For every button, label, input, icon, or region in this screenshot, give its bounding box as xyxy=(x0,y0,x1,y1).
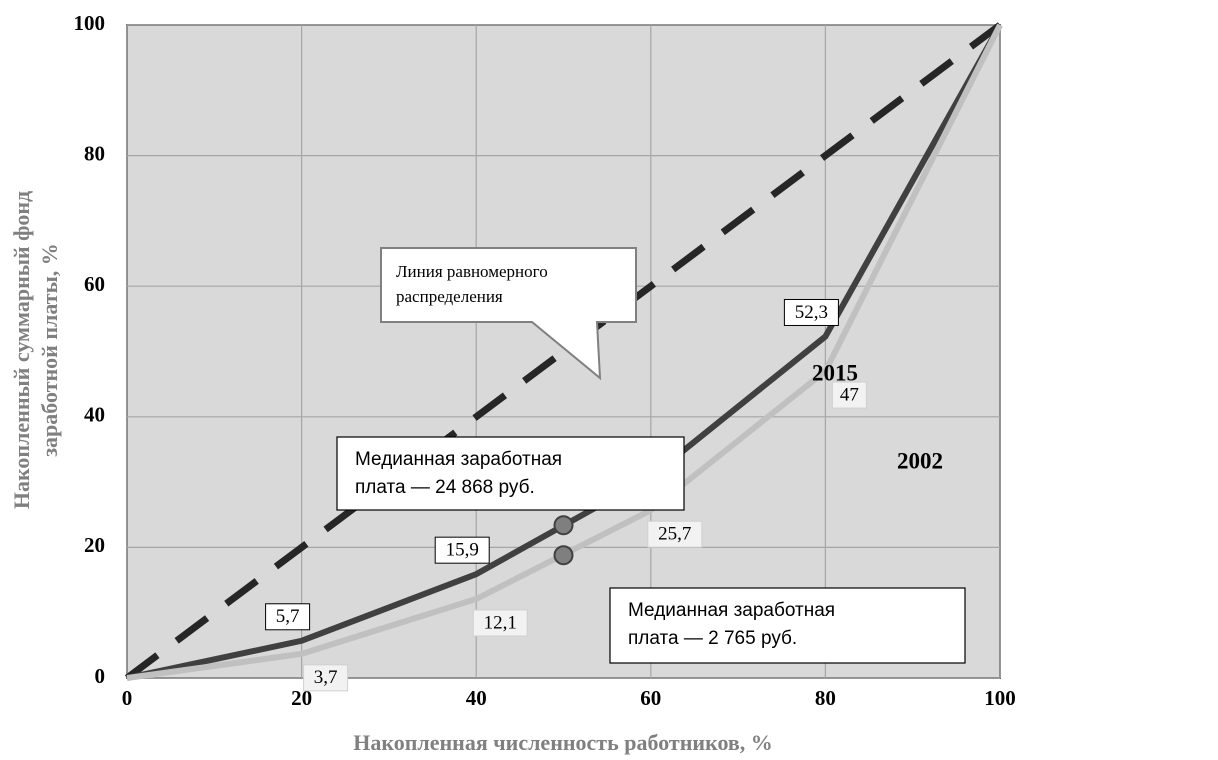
callout: Линия равномерного распределения xyxy=(380,247,637,381)
y-tick-label: 80 xyxy=(84,141,105,165)
value-label-box xyxy=(472,609,528,637)
value-label-box xyxy=(265,603,311,631)
median-marker xyxy=(553,545,574,566)
value-label-box xyxy=(647,520,703,548)
value-label-box xyxy=(783,298,839,326)
x-axis-title: Накопленная численность работников, % xyxy=(353,730,773,755)
annotation-box xyxy=(336,436,685,511)
annotation-text: Медианная заработная xyxy=(355,449,562,470)
value-label-box xyxy=(831,381,867,409)
series-label: 2015 xyxy=(812,360,858,385)
value-label: 15,9 xyxy=(446,540,479,561)
plot-area xyxy=(126,24,1001,679)
y-tick-label: 60 xyxy=(84,272,105,296)
value-label: 25,7 xyxy=(658,524,691,545)
median-marker xyxy=(553,515,574,536)
x-tick-label: 60 xyxy=(640,686,661,710)
series-label: 2002 xyxy=(897,448,943,473)
value-label: 3,7 xyxy=(314,667,338,688)
value-label: 47 xyxy=(840,384,859,405)
x-tick-label: 0 xyxy=(122,686,133,710)
y-axis-title: заработной платы, % xyxy=(37,243,62,457)
x-tick-label: 40 xyxy=(466,686,487,710)
value-label: 5,7 xyxy=(276,606,300,627)
annotation-text: Медианная заработная xyxy=(628,600,835,621)
annotation-box xyxy=(609,587,966,664)
annotation-text: плата — 2 765 руб. xyxy=(628,628,797,649)
y-tick-label: 40 xyxy=(84,403,105,427)
callout-box xyxy=(380,247,637,381)
value-label: 52,3 xyxy=(795,302,828,323)
x-tick-label: 20 xyxy=(291,686,312,710)
x-tick-label: 80 xyxy=(815,686,836,710)
value-label-box xyxy=(434,536,490,564)
y-axis-title: Накопленный суммарный фонд xyxy=(9,191,34,509)
y-tick-label: 100 xyxy=(74,11,106,35)
x-tick-label: 100 xyxy=(984,686,1016,710)
grid xyxy=(126,24,1001,679)
annotation-text: плата — 24 868 руб. xyxy=(355,477,535,498)
value-label: 12,1 xyxy=(484,612,517,633)
y-tick-label: 0 xyxy=(95,664,106,688)
value-label-box xyxy=(303,664,349,692)
y-tick-label: 20 xyxy=(84,533,105,557)
callout-text: Линия равномерного распределения xyxy=(396,262,548,306)
